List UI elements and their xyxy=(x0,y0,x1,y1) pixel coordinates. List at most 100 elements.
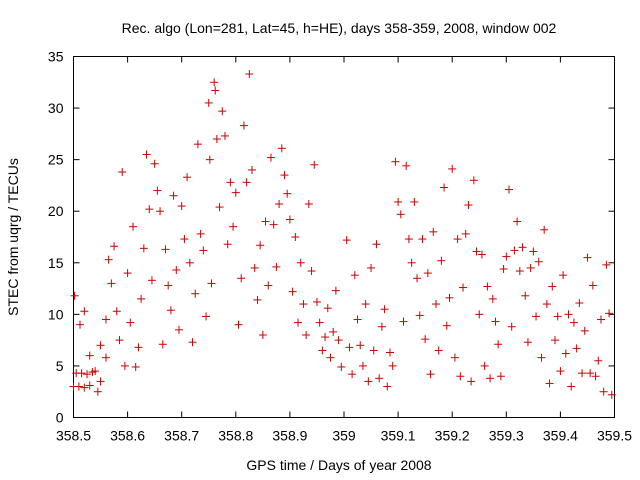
data-point xyxy=(202,312,211,321)
data-point xyxy=(456,372,465,381)
data-point xyxy=(356,341,365,350)
data-point xyxy=(218,107,227,116)
data-point xyxy=(150,159,159,168)
data-point xyxy=(399,317,408,326)
data-point xyxy=(545,379,554,388)
data-point xyxy=(556,367,565,376)
data-point xyxy=(423,269,432,278)
data-point xyxy=(569,318,578,327)
x-tick-label: 358.6 xyxy=(110,428,145,444)
data-point xyxy=(156,207,165,216)
data-point xyxy=(602,260,611,269)
data-point xyxy=(532,312,541,321)
data-point xyxy=(239,121,248,130)
data-point xyxy=(177,202,186,211)
y-tick-label: 30 xyxy=(48,100,64,116)
data-point xyxy=(553,312,562,321)
data-point xyxy=(93,387,102,396)
data-point xyxy=(329,327,338,336)
data-point xyxy=(361,300,370,309)
x-tick-label: 358.8 xyxy=(218,428,253,444)
data-point xyxy=(450,353,459,362)
data-point xyxy=(364,377,373,386)
data-point xyxy=(559,271,568,280)
data-point xyxy=(469,176,478,185)
data-point xyxy=(302,330,311,339)
data-point xyxy=(326,353,335,362)
data-point xyxy=(410,197,419,206)
data-point xyxy=(380,305,389,314)
data-point xyxy=(575,299,584,308)
data-point xyxy=(229,222,238,231)
data-point xyxy=(572,344,581,353)
y-tick-label: 35 xyxy=(48,49,64,65)
data-point xyxy=(510,246,519,255)
data-point xyxy=(269,220,278,229)
data-point xyxy=(561,349,570,358)
data-point xyxy=(488,294,497,303)
data-point xyxy=(123,269,132,278)
data-point xyxy=(477,250,486,259)
data-point xyxy=(107,279,116,288)
data-point xyxy=(253,295,262,304)
data-point xyxy=(145,205,154,214)
data-point xyxy=(486,374,495,383)
data-point xyxy=(402,161,411,170)
data-point xyxy=(193,140,202,149)
data-point xyxy=(83,370,92,379)
data-point xyxy=(85,381,94,390)
data-point xyxy=(605,309,614,318)
data-point xyxy=(75,320,84,329)
x-tick-label: 359.5 xyxy=(597,428,632,444)
data-point xyxy=(348,370,357,379)
data-point xyxy=(118,168,127,177)
y-tick-label: 10 xyxy=(48,306,64,322)
plot-area: 358.5 358.6 358.7 358.8 358.9 359 359.1 359.2 35… xyxy=(48,49,632,444)
data-point xyxy=(147,276,156,285)
data-point xyxy=(391,157,400,166)
data-point xyxy=(350,271,359,280)
data-point xyxy=(299,300,308,309)
data-point xyxy=(437,256,446,265)
data-point xyxy=(85,351,94,360)
data-point xyxy=(607,390,616,399)
data-point xyxy=(475,310,484,319)
data-point xyxy=(434,346,443,355)
data-point xyxy=(142,150,151,159)
x-tick-label: 359.1 xyxy=(381,428,416,444)
data-point xyxy=(431,300,440,309)
data-point xyxy=(161,245,170,254)
data-point xyxy=(369,346,378,355)
x-tick-label: 359 xyxy=(332,428,356,444)
x-tick-label: 358.5 xyxy=(56,428,91,444)
data-point xyxy=(421,335,430,344)
data-point xyxy=(115,336,124,345)
data-point xyxy=(594,356,603,365)
data-point xyxy=(74,382,83,391)
plot-frame xyxy=(73,56,615,418)
data-point xyxy=(591,372,600,381)
data-point xyxy=(188,338,197,347)
data-point xyxy=(564,310,573,319)
data-point xyxy=(174,325,183,334)
data-point xyxy=(534,257,543,266)
y-tick-label: 5 xyxy=(56,358,64,374)
data-point xyxy=(223,240,232,249)
data-point xyxy=(342,236,351,245)
data-point xyxy=(304,199,313,208)
data-point xyxy=(264,281,273,290)
data-point xyxy=(205,155,214,164)
data-point xyxy=(226,178,235,187)
data-point xyxy=(567,382,576,391)
data-point xyxy=(248,165,257,174)
data-point xyxy=(237,274,246,283)
data-point xyxy=(110,242,119,251)
data-point xyxy=(101,353,110,362)
x-tick-label: 358.9 xyxy=(272,428,307,444)
data-point xyxy=(96,377,105,386)
data-point xyxy=(283,189,292,198)
data-point xyxy=(158,340,167,349)
data-point xyxy=(199,246,208,255)
data-point xyxy=(310,160,319,169)
data-point xyxy=(396,210,405,219)
